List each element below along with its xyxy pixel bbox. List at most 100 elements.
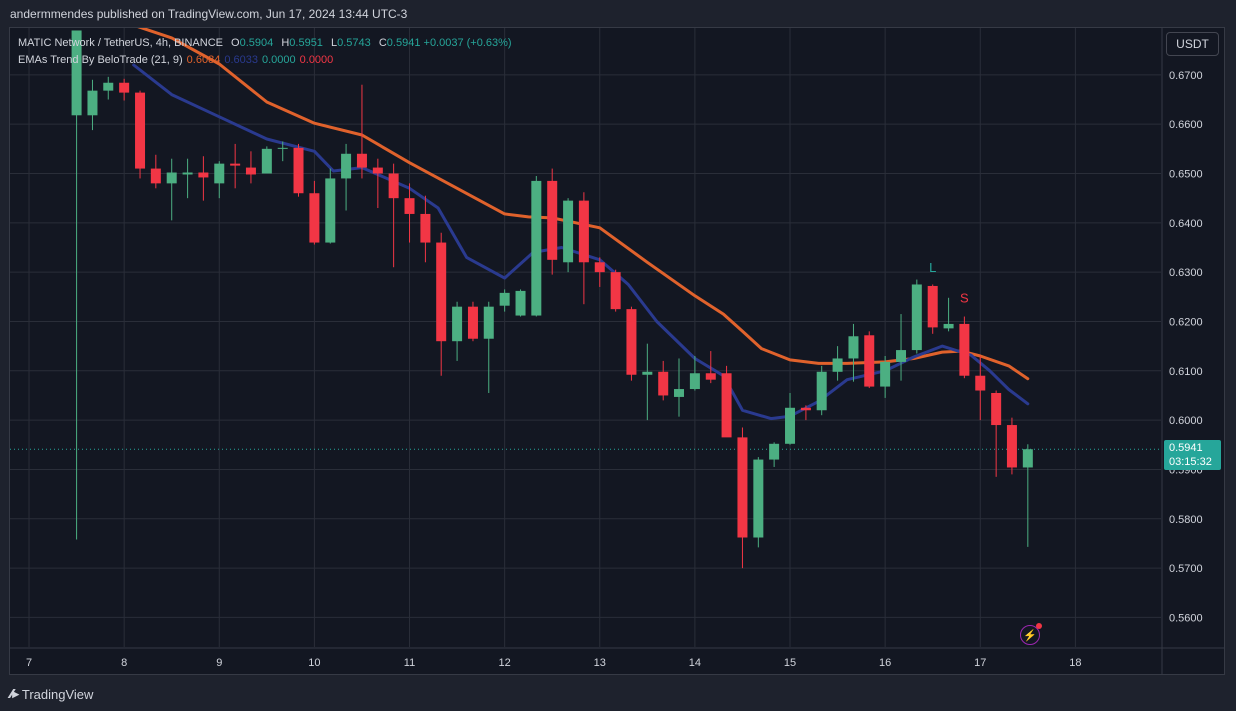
x-tick-label: 10	[308, 657, 320, 669]
candle-body-up	[515, 290, 526, 316]
signal-layer: LS	[929, 260, 969, 306]
candle-body-down	[372, 167, 383, 174]
legend-close-value: 0.5941	[386, 37, 421, 49]
y-tick-label: 0.6200	[1169, 316, 1203, 328]
candle-body-up	[880, 361, 891, 387]
published-line: andermmendes published on TradingView.co…	[10, 7, 408, 21]
indicator-ema9-value: 0.6033	[224, 54, 258, 66]
candle-body-down	[626, 309, 637, 375]
candle-body-up	[785, 407, 796, 444]
y-tick-label: 0.6700	[1169, 70, 1203, 82]
notification-dot-icon	[1036, 623, 1042, 629]
last-price-value: 0.5941	[1169, 442, 1203, 454]
candle-body-up	[166, 172, 177, 184]
signal-label: L	[929, 260, 936, 275]
legend-open-label: O	[231, 37, 240, 49]
candle-body-up	[341, 153, 352, 179]
candle-body-down	[135, 92, 146, 169]
chart-legend: MATIC Network / TetherUS, 4h, BINANCE O0…	[18, 35, 512, 69]
candle-body-up	[816, 371, 827, 411]
candle-countdown: 03:15:32	[1169, 456, 1212, 468]
candle-body-up	[832, 358, 843, 372]
x-tick-label: 9	[216, 657, 222, 669]
candle-body-down	[467, 306, 478, 339]
y-tick-label: 0.6600	[1169, 119, 1203, 131]
legend-low-label: L	[331, 37, 338, 49]
candle-body-down	[388, 173, 399, 199]
y-tick-label: 0.5600	[1169, 612, 1203, 624]
candle-body-down	[959, 323, 970, 376]
ema21-line	[137, 28, 1030, 381]
tradingview-mark-icon: ⁄⁄▸	[10, 686, 19, 701]
candle-body-down	[658, 371, 669, 396]
tradingview-logo: ⁄⁄▸ TradingView	[10, 686, 93, 702]
y-tick-label: 0.5800	[1169, 514, 1203, 526]
candle-body-down	[991, 392, 1002, 426]
y-tick-label: 0.6000	[1169, 415, 1203, 427]
candle-body-down	[547, 180, 558, 260]
legend-close-label: C	[378, 37, 387, 49]
indicator-name[interactable]: EMAs Trend By BeloTrade (21, 9)	[18, 54, 183, 66]
candle-body-up	[911, 284, 922, 351]
y-tick-label: 0.6100	[1169, 366, 1203, 378]
y-tick-label: 0.6500	[1169, 169, 1203, 181]
x-tick-label: 15	[784, 657, 796, 669]
signal-label: S	[960, 291, 969, 306]
x-tick-label: 18	[1069, 657, 1081, 669]
x-tick-label: 11	[404, 657, 415, 669]
ema9-line	[132, 63, 1030, 421]
legend-high-value: 0.5951	[289, 37, 323, 49]
candle-body-up	[499, 292, 510, 306]
legend-open-value: 0.5904	[239, 37, 274, 49]
legend-symbol[interactable]: MATIC Network / TetherUS, 4h, BINANCE	[18, 37, 223, 49]
x-tick-label: 12	[499, 657, 511, 669]
candle-body-up	[1022, 449, 1033, 468]
candle-body-down	[705, 373, 716, 380]
x-tick-label: 7	[26, 657, 32, 669]
candle-body-down	[436, 242, 447, 342]
candle-body-up	[261, 148, 272, 174]
candle-body-up	[71, 30, 82, 116]
candle-layer	[71, 30, 1033, 569]
candle-body-down	[800, 407, 811, 411]
legend-ohlc-row: MATIC Network / TetherUS, 4h, BINANCE O0…	[18, 35, 512, 52]
candle-body-up	[483, 306, 494, 339]
candle-body-down	[356, 153, 367, 168]
x-tick-label: 8	[121, 657, 127, 669]
candle-body-down	[420, 213, 431, 243]
chart-area[interactable]	[9, 27, 1225, 675]
candle-body-up	[943, 323, 954, 329]
y-tick-label: 0.6300	[1169, 267, 1203, 279]
y-tick-label: 0.5700	[1169, 563, 1203, 575]
legend-change: +0.0037 (+0.63%)	[423, 37, 512, 49]
x-tick-label: 13	[594, 657, 606, 669]
candle-body-down	[150, 168, 161, 184]
y-tick-label: 0.6400	[1169, 218, 1203, 230]
candle-body-down	[293, 147, 304, 194]
x-tick-label: 16	[879, 657, 891, 669]
candle-body-down	[1006, 425, 1017, 468]
candle-body-up	[563, 200, 574, 263]
candle-body-up	[674, 389, 685, 397]
candle-body-up	[277, 147, 288, 149]
candle-body-down	[230, 163, 241, 166]
indicator-value-4: 0.0000	[299, 54, 334, 66]
ema-layer	[132, 28, 1030, 421]
candle-body-down	[119, 82, 130, 93]
candle-body-up	[896, 350, 907, 362]
candle-body-up	[642, 371, 653, 375]
candle-body-up	[769, 443, 780, 460]
candle-body-down	[721, 373, 732, 438]
indicator-ema21-value: 0.6084	[186, 54, 221, 66]
legend-high-label: H	[281, 37, 290, 49]
lightning-icon[interactable]: ⚡	[1020, 623, 1042, 645]
candle-body-up	[182, 172, 193, 175]
grid-layer	[10, 28, 1161, 647]
candle-body-down	[927, 285, 938, 328]
legend-low-value: 0.5743	[337, 37, 371, 49]
candle-body-up	[848, 336, 859, 359]
indicator-value-3: 0.0000	[261, 54, 296, 66]
currency-button[interactable]: USDT	[1166, 32, 1219, 56]
x-tick-label: 14	[689, 657, 701, 669]
